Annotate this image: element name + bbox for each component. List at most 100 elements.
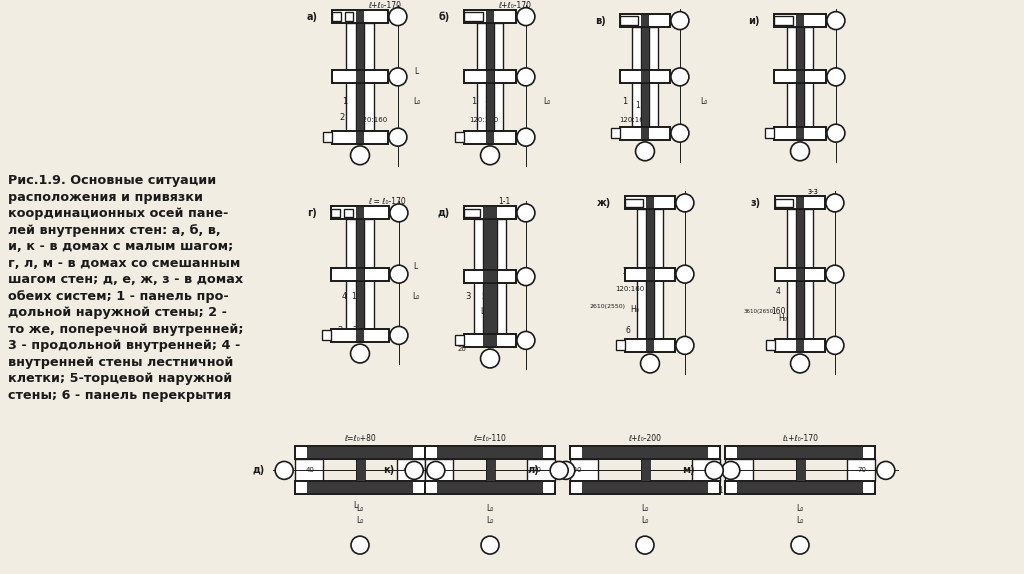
- Bar: [332, 131, 388, 144]
- Bar: [725, 482, 874, 494]
- Bar: [464, 207, 516, 219]
- Text: -1: -1: [858, 486, 865, 495]
- Circle shape: [636, 536, 654, 554]
- Bar: [796, 127, 804, 139]
- Bar: [331, 209, 340, 217]
- Bar: [455, 132, 464, 142]
- Text: L₀: L₀: [486, 515, 494, 525]
- Text: 70: 70: [532, 467, 542, 474]
- Bar: [640, 459, 649, 482]
- Text: -1: -1: [436, 486, 443, 495]
- Bar: [625, 196, 675, 210]
- Text: ℓ₁+ℓ₀-170: ℓ₁+ℓ₀-170: [782, 434, 818, 443]
- Text: 1: 1: [636, 101, 640, 110]
- Circle shape: [557, 461, 574, 479]
- Text: 4: 4: [342, 292, 347, 301]
- Circle shape: [671, 68, 689, 86]
- Circle shape: [517, 128, 535, 146]
- Circle shape: [517, 204, 535, 222]
- Text: L₀: L₀: [412, 292, 420, 301]
- Text: L₀: L₀: [797, 515, 804, 525]
- Bar: [625, 339, 675, 352]
- Text: 120:160: 120:160: [470, 451, 496, 456]
- Text: к): к): [383, 466, 394, 475]
- Bar: [437, 448, 543, 459]
- Text: ℓ+ℓ₀-200: ℓ+ℓ₀-200: [629, 434, 662, 443]
- Bar: [775, 196, 825, 210]
- Bar: [787, 210, 796, 339]
- Text: 1: 1: [471, 98, 476, 106]
- Bar: [620, 17, 638, 25]
- Bar: [796, 15, 804, 26]
- Bar: [331, 267, 389, 281]
- Bar: [356, 219, 364, 329]
- Text: з-з: з-з: [808, 187, 819, 196]
- Bar: [646, 197, 654, 208]
- Text: 70: 70: [857, 467, 866, 474]
- Bar: [464, 270, 516, 283]
- Bar: [307, 482, 413, 493]
- Bar: [344, 209, 353, 217]
- Bar: [774, 71, 826, 83]
- Bar: [356, 219, 364, 329]
- Text: 2: 2: [352, 327, 357, 335]
- Circle shape: [826, 336, 844, 354]
- Circle shape: [791, 354, 809, 373]
- Text: 40: 40: [305, 467, 314, 474]
- Text: а): а): [307, 11, 318, 22]
- Text: H₀: H₀: [778, 315, 787, 324]
- Text: 100: 100: [714, 467, 727, 474]
- Text: 20: 20: [485, 346, 495, 352]
- Text: 3: 3: [465, 292, 471, 301]
- Circle shape: [791, 536, 809, 554]
- Text: ℓ = ℓ₀-170: ℓ = ℓ₀-170: [368, 197, 406, 206]
- Bar: [582, 482, 708, 493]
- Bar: [486, 71, 494, 83]
- Bar: [332, 71, 388, 83]
- Bar: [641, 127, 649, 139]
- Bar: [344, 13, 353, 21]
- Text: -1: -1: [534, 486, 541, 495]
- Bar: [464, 131, 516, 144]
- Circle shape: [827, 68, 845, 86]
- Bar: [364, 219, 374, 329]
- Circle shape: [877, 461, 895, 479]
- Circle shape: [636, 142, 654, 161]
- Text: д): д): [437, 208, 450, 218]
- Bar: [483, 219, 497, 334]
- Bar: [486, 23, 494, 131]
- Bar: [649, 27, 658, 127]
- Bar: [774, 17, 793, 25]
- Bar: [332, 10, 388, 23]
- Bar: [346, 219, 356, 329]
- Bar: [485, 459, 495, 482]
- Circle shape: [517, 331, 535, 350]
- Bar: [331, 207, 389, 219]
- Bar: [847, 459, 874, 482]
- Text: Рис.1.9. Основные ситуации
расположения и привязки
координационных осей пане-
ле: Рис.1.9. Основные ситуации расположения …: [8, 174, 244, 402]
- Circle shape: [427, 461, 444, 479]
- Bar: [620, 14, 670, 27]
- Text: 1: 1: [623, 98, 628, 106]
- Circle shape: [791, 142, 809, 161]
- Bar: [775, 199, 793, 207]
- Bar: [620, 127, 670, 139]
- Circle shape: [389, 128, 407, 146]
- Bar: [464, 13, 482, 21]
- Bar: [640, 459, 649, 482]
- Text: 4: 4: [775, 286, 780, 296]
- Bar: [765, 128, 774, 138]
- Bar: [787, 27, 796, 127]
- Circle shape: [390, 204, 408, 222]
- Bar: [477, 23, 486, 131]
- Text: L₀: L₀: [486, 504, 494, 513]
- Bar: [774, 14, 826, 27]
- Bar: [331, 329, 389, 342]
- Bar: [437, 482, 543, 493]
- Bar: [464, 334, 516, 347]
- Text: м): м): [682, 466, 694, 475]
- Circle shape: [676, 194, 694, 212]
- Circle shape: [671, 11, 689, 30]
- Bar: [322, 331, 331, 340]
- Bar: [796, 71, 804, 83]
